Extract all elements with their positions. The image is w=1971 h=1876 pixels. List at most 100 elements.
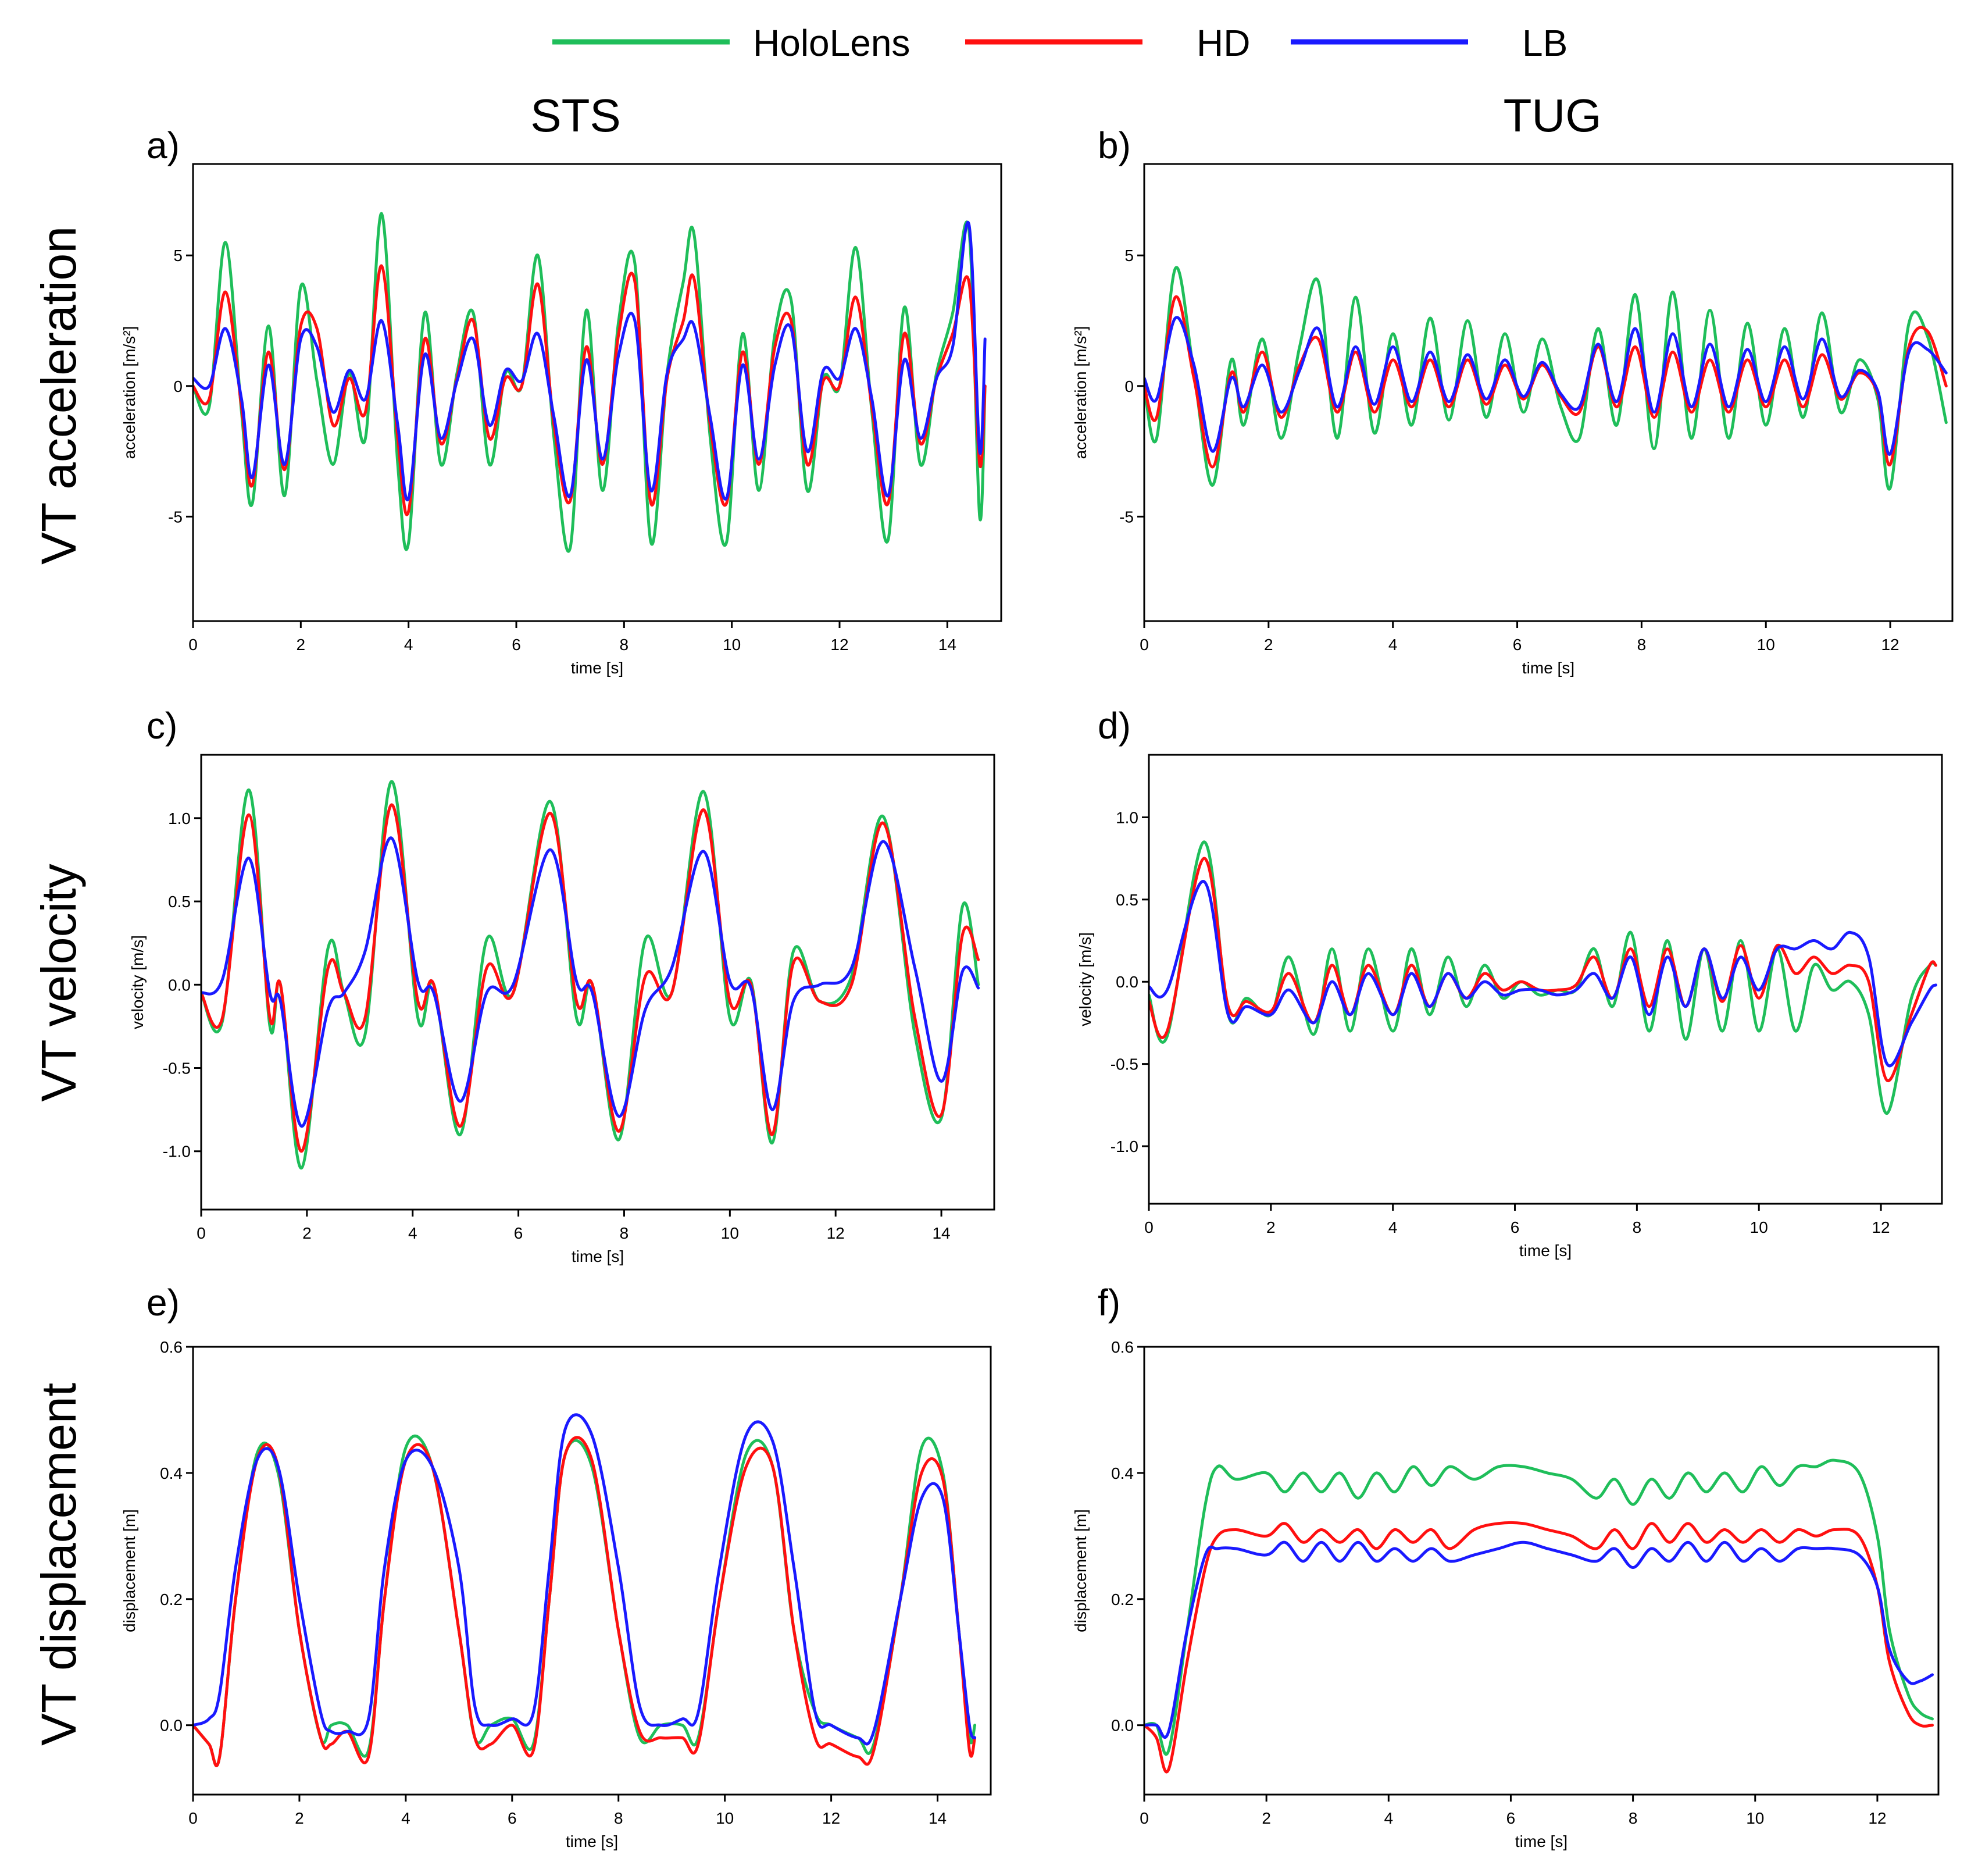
chart-panel-d: d) 0 2 4 6 8 10 12 -1.0 -0.5 0.0 0.5 1.0 time [s] velo… bbox=[1076, 705, 1943, 1260]
x-tick-label: 2 bbox=[297, 636, 306, 654]
x-axis-label: time [s] bbox=[571, 659, 623, 677]
y-axis-label: acceleration [m/s²] bbox=[1072, 326, 1090, 459]
x-tick-label: 10 bbox=[1757, 636, 1775, 654]
x-tick-label: 12 bbox=[1868, 1809, 1886, 1827]
panel-label: a) bbox=[147, 124, 180, 166]
column-title-sts: STS bbox=[530, 90, 621, 141]
x-axis-label: time [s] bbox=[1515, 1832, 1567, 1850]
x-tick-label: 4 bbox=[1388, 1218, 1398, 1236]
legend-label-hd: HD bbox=[1197, 22, 1250, 64]
y-tick-label: 0.6 bbox=[1111, 1338, 1134, 1356]
panel-label: c) bbox=[147, 705, 177, 747]
x-tick-label: 12 bbox=[822, 1809, 840, 1827]
series-group bbox=[1144, 1458, 1934, 1774]
x-tick-label: 2 bbox=[1264, 636, 1273, 654]
x-tick-label: 6 bbox=[508, 1809, 517, 1827]
x-tick-label: 6 bbox=[512, 636, 521, 654]
y-tick-label: 0.2 bbox=[1111, 1590, 1134, 1608]
panels: a) 0 2 4 6 8 10 12 14 -5 0 5 time [s] acceleration [m… bbox=[120, 124, 1954, 1850]
y-axis-label: displacement [m] bbox=[120, 1509, 138, 1632]
y-tick-label: 0.2 bbox=[160, 1590, 183, 1608]
x-tick-label: 4 bbox=[1384, 1809, 1394, 1827]
series-line-hd bbox=[201, 803, 980, 1153]
row-title-velocity: VT velocity bbox=[31, 864, 86, 1101]
y-tick-label: -0.5 bbox=[1111, 1055, 1138, 1073]
plot-frame bbox=[1148, 754, 1943, 1205]
panel-label: e) bbox=[147, 1282, 180, 1324]
series-line-lb bbox=[193, 220, 987, 502]
row-title-acceleration: VT acceleration bbox=[31, 226, 86, 565]
x-tick-label: 12 bbox=[1881, 636, 1899, 654]
row-title-displacement: VT displacement bbox=[31, 1383, 86, 1746]
y-tick-label: 0.0 bbox=[1111, 1717, 1134, 1735]
x-axis-label: time [s] bbox=[572, 1247, 624, 1265]
y-tick-label: -1.0 bbox=[163, 1143, 191, 1161]
legend: HoloLens HD LB bbox=[552, 22, 1567, 64]
series-line-hd bbox=[1144, 1521, 1934, 1774]
x-tick-label: 6 bbox=[1506, 1809, 1516, 1827]
x-tick-label: 0 bbox=[1144, 1218, 1154, 1236]
chart-panel-f: f) 0 2 4 6 8 10 12 0.0 0.2 0.4 0.6 time [s] displacem… bbox=[1072, 1282, 1940, 1850]
y-axis-label: acceleration [m/s²] bbox=[120, 326, 138, 459]
x-tick-label: 10 bbox=[1750, 1218, 1768, 1236]
panel-label: b) bbox=[1098, 124, 1131, 166]
x-tick-label: 8 bbox=[614, 1809, 623, 1827]
y-tick-label: 5 bbox=[173, 247, 183, 265]
y-axis-label: velocity [m/s] bbox=[128, 935, 147, 1029]
plot-frame bbox=[1143, 163, 1954, 622]
chart-panel-a: a) 0 2 4 6 8 10 12 14 -5 0 5 time [s] acceleration [m… bbox=[120, 124, 1002, 677]
series-line-hololens bbox=[1144, 1458, 1934, 1756]
y-tick-label: -1.0 bbox=[1111, 1137, 1138, 1155]
y-tick-label: 0.5 bbox=[1116, 891, 1138, 909]
x-tick-label: 14 bbox=[932, 1224, 950, 1242]
y-tick-label: 5 bbox=[1124, 247, 1134, 265]
x-tick-label: 0 bbox=[188, 1809, 198, 1827]
x-tick-label: 6 bbox=[1513, 636, 1522, 654]
series-group bbox=[1144, 266, 1948, 491]
x-tick-label: 0 bbox=[188, 636, 198, 654]
y-tick-label: -0.5 bbox=[163, 1060, 191, 1078]
series-line-hd bbox=[193, 264, 987, 516]
y-tick-label: 0.0 bbox=[1116, 973, 1138, 991]
panel-label: f) bbox=[1098, 1282, 1120, 1324]
x-tick-label: 4 bbox=[404, 636, 413, 654]
x-tick-label: 12 bbox=[827, 1224, 845, 1242]
x-tick-label: 0 bbox=[1140, 1809, 1149, 1827]
y-tick-label: 0.0 bbox=[168, 976, 191, 994]
x-tick-label: 6 bbox=[1511, 1218, 1520, 1236]
series-line-hd bbox=[193, 1436, 977, 1767]
x-axis-label: time [s] bbox=[1522, 659, 1574, 677]
x-tick-label: 10 bbox=[721, 1224, 739, 1242]
y-tick-label: -5 bbox=[168, 508, 183, 526]
series-line-hololens bbox=[1149, 840, 1937, 1115]
x-tick-label: 8 bbox=[620, 1224, 629, 1242]
x-tick-label: 2 bbox=[302, 1224, 312, 1242]
plot-frame bbox=[192, 163, 1002, 622]
x-tick-label: 4 bbox=[408, 1224, 417, 1242]
x-tick-label: 14 bbox=[938, 636, 956, 654]
x-tick-label: 2 bbox=[1266, 1218, 1276, 1236]
legend-label-lb: LB bbox=[1522, 22, 1567, 64]
x-tick-label: 4 bbox=[1388, 636, 1398, 654]
y-tick-label: 0.4 bbox=[160, 1464, 183, 1482]
chart-panel-b: b) 0 2 4 6 8 10 12 -5 0 5 time [s] acceleration [m/s… bbox=[1072, 124, 1954, 677]
plot-frame bbox=[200, 754, 995, 1211]
y-tick-label: 0.5 bbox=[168, 893, 191, 911]
legend-label-hololens: HoloLens bbox=[753, 22, 910, 64]
plot-frame bbox=[1143, 1346, 1940, 1796]
series-line-lb bbox=[201, 836, 980, 1128]
series-line-hololens bbox=[201, 780, 980, 1169]
series-group bbox=[201, 780, 980, 1169]
y-axis-label: displacement [m] bbox=[1072, 1509, 1090, 1632]
y-tick-label: 0.0 bbox=[160, 1717, 183, 1735]
series-line-hd bbox=[1149, 857, 1937, 1082]
x-tick-label: 8 bbox=[620, 636, 629, 654]
x-tick-label: 14 bbox=[929, 1809, 947, 1827]
y-tick-label: 0 bbox=[1124, 377, 1134, 395]
series-line-hololens bbox=[1144, 266, 1948, 491]
x-tick-label: 2 bbox=[1262, 1809, 1271, 1827]
series-line-hololens bbox=[193, 1434, 977, 1767]
x-tick-label: 8 bbox=[1637, 636, 1647, 654]
x-tick-label: 0 bbox=[1140, 636, 1149, 654]
